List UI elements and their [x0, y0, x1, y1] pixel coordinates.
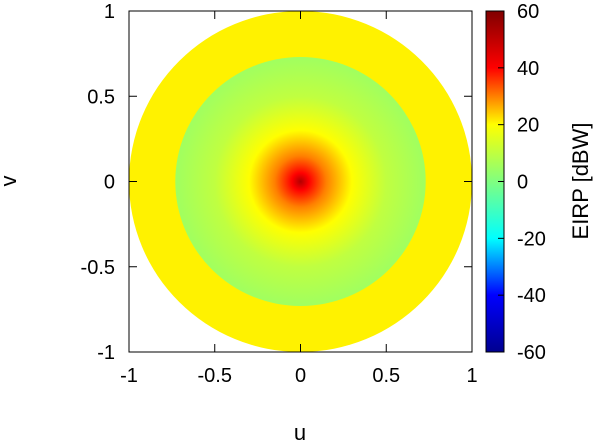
- colorbar-tick-label: -40: [517, 285, 546, 307]
- y-tick-label: 1: [104, 1, 115, 23]
- colorbar-tick-label: 40: [517, 58, 539, 80]
- colorbar-label: EIRP [dBW]: [568, 123, 593, 240]
- y-tick-label: -0.5: [81, 257, 115, 279]
- plot-area: [129, 11, 472, 352]
- x-axis: -1 -0.5 0 0.5 1: [120, 11, 478, 387]
- colorbar-tick-label: 0: [517, 172, 528, 194]
- y-tick-label: 0: [104, 172, 115, 194]
- x-tick-label: 0.5: [372, 365, 400, 387]
- x-tick-label: -1: [120, 365, 138, 387]
- y-axis: 1 0.5 0 -0.5 -1: [81, 1, 472, 364]
- colorbar-tick-label: 60: [517, 1, 539, 23]
- x-tick-label: -0.5: [198, 365, 232, 387]
- y-axis-label: v: [0, 176, 21, 187]
- y-tick-label: 0.5: [87, 86, 115, 108]
- inner-disk-region: [175, 57, 426, 306]
- colorbar-tick-label: -60: [517, 342, 546, 364]
- y-tick-label: -1: [97, 342, 115, 364]
- colorbar-tick-label: 20: [517, 115, 539, 137]
- x-tick-label: 0: [295, 365, 306, 387]
- colorbar-tick-label: -20: [517, 228, 546, 250]
- colorbar-axis: 60 40 20 0 -20 -40 -60: [498, 1, 546, 364]
- x-tick-label: 1: [466, 365, 477, 387]
- x-axis-label: u: [294, 420, 306, 443]
